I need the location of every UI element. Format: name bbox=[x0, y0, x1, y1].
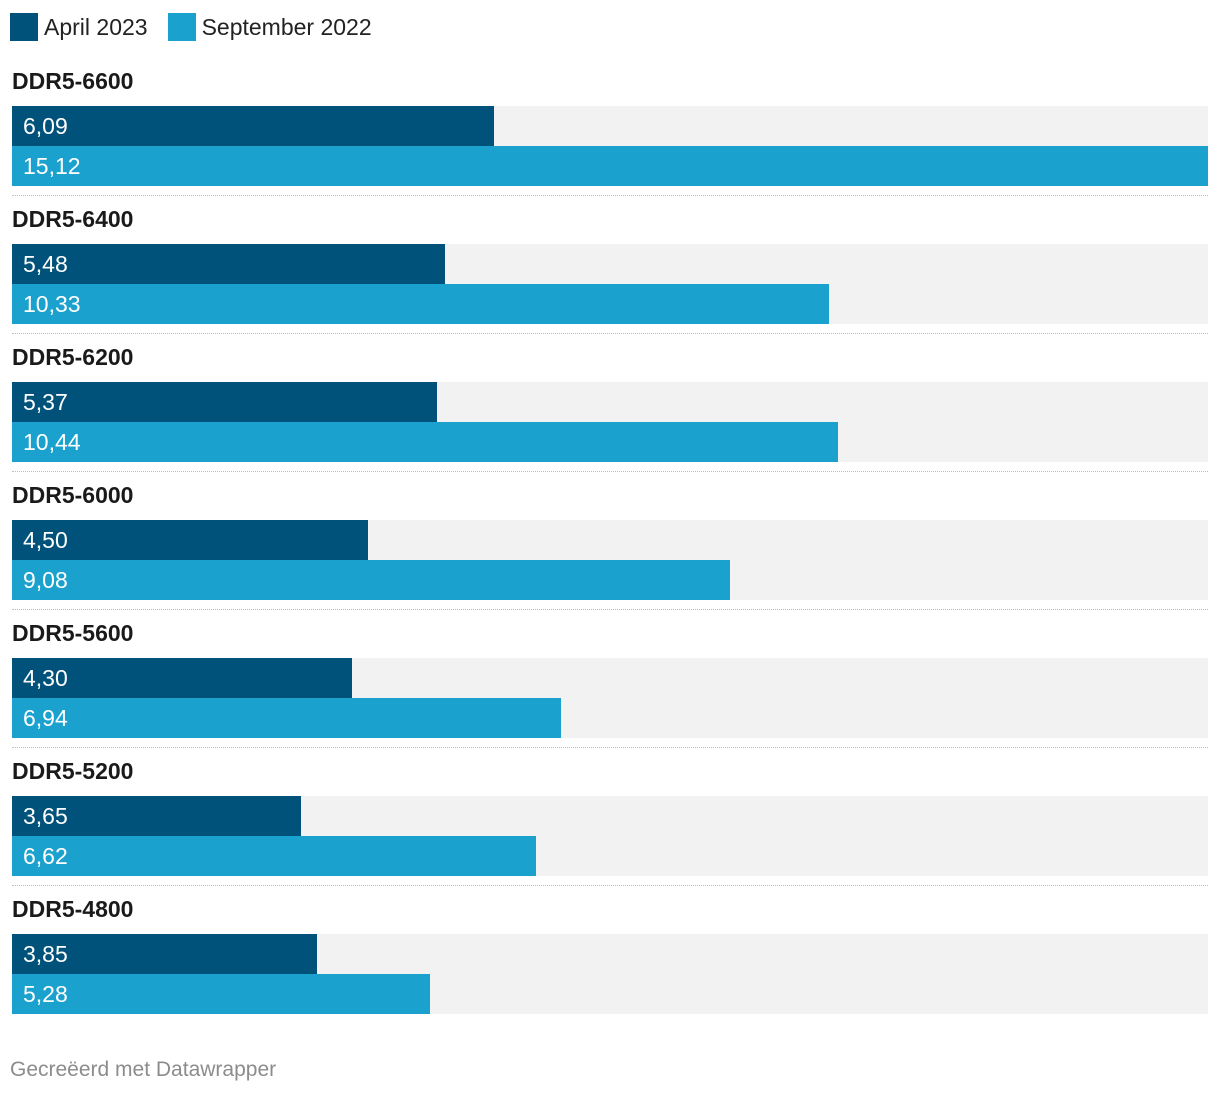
bar-value-label: 5,37 bbox=[23, 389, 68, 415]
group-separator bbox=[12, 195, 1208, 196]
legend-label-april-2023: April 2023 bbox=[44, 13, 148, 40]
category-label: DDR5-6600 bbox=[12, 68, 134, 94]
category-label: DDR5-4800 bbox=[12, 896, 134, 922]
category-group-ddr5-5200: DDR5-5200 3,65 6,62 bbox=[12, 752, 1208, 890]
bar-september-2022-ddr5-6600 bbox=[12, 146, 1208, 186]
bar-value-label: 6,94 bbox=[23, 705, 68, 731]
category-label: DDR5-5600 bbox=[12, 620, 134, 646]
bar-value-label: 6,09 bbox=[23, 113, 68, 139]
bar-april-2023-ddr5-6000 bbox=[12, 520, 368, 560]
bar-track: 3,85 5,28 bbox=[12, 934, 1208, 1014]
bar-value-label: 3,65 bbox=[23, 803, 68, 829]
legend-item-april-2023: April 2023 bbox=[10, 13, 148, 41]
category-group-ddr5-5600: DDR5-5600 4,30 6,94 bbox=[12, 614, 1208, 752]
bar-value-label: 6,62 bbox=[23, 843, 68, 869]
bar-track: 4,50 9,08 bbox=[12, 520, 1208, 600]
bar-track: 5,37 10,44 bbox=[12, 382, 1208, 462]
bar-april-2023-ddr5-5600 bbox=[12, 658, 352, 698]
category-group-ddr5-4800: DDR5-4800 3,85 5,28 bbox=[12, 890, 1208, 1028]
category-group-ddr5-6000: DDR5-6000 4,50 9,08 bbox=[12, 476, 1208, 614]
category-label: DDR5-5200 bbox=[12, 758, 134, 784]
category-group-ddr5-6400: DDR5-6400 5,48 10,33 bbox=[12, 200, 1208, 338]
bar-september-2022-ddr5-6000 bbox=[12, 560, 730, 600]
bar-value-label: 9,08 bbox=[23, 567, 68, 593]
bar-april-2023-ddr5-6400 bbox=[12, 244, 445, 284]
bar-september-2022-ddr5-6200 bbox=[12, 422, 838, 462]
category-group-ddr5-6600: DDR5-6600 6,09 15,12 bbox=[12, 62, 1208, 200]
legend-item-september-2022: September 2022 bbox=[167, 13, 372, 41]
group-separator bbox=[12, 885, 1208, 886]
bar-track: 3,65 6,62 bbox=[12, 796, 1208, 876]
legend-label-september-2022: September 2022 bbox=[201, 13, 372, 40]
group-separator bbox=[12, 333, 1208, 334]
bar-value-label: 5,48 bbox=[23, 251, 68, 277]
group-separator bbox=[12, 471, 1208, 472]
bar-september-2022-ddr5-5600 bbox=[12, 698, 561, 738]
footer-credit: Gecreëerd met Datawrapper bbox=[10, 1058, 277, 1081]
bar-track: 6,09 15,12 bbox=[12, 106, 1208, 186]
category-label: DDR5-6400 bbox=[12, 206, 134, 232]
bar-track: 4,30 6,94 bbox=[12, 658, 1208, 738]
group-separator bbox=[12, 747, 1208, 748]
bar-value-label: 4,30 bbox=[23, 665, 68, 691]
bar-value-label: 10,44 bbox=[23, 429, 81, 455]
legend: April 2023 September 2022 bbox=[10, 12, 392, 42]
bar-april-2023-ddr5-6600 bbox=[12, 106, 494, 146]
bar-chart: DDR5-6600 6,09 15,12 DDR5-6400 5,48 10,33 DDR5… bbox=[12, 62, 1208, 1028]
bar-april-2023-ddr5-6200 bbox=[12, 382, 437, 422]
bar-value-label: 4,50 bbox=[23, 527, 68, 553]
bar-value-label: 10,33 bbox=[23, 291, 81, 317]
bar-april-2023-ddr5-4800 bbox=[12, 934, 317, 974]
category-group-ddr5-6200: DDR5-6200 5,37 10,44 bbox=[12, 338, 1208, 476]
bar-september-2022-ddr5-6400 bbox=[12, 284, 829, 324]
legend-swatch-april-2023 bbox=[10, 13, 38, 41]
bar-track: 5,48 10,33 bbox=[12, 244, 1208, 324]
bar-april-2023-ddr5-5200 bbox=[12, 796, 301, 836]
bar-september-2022-ddr5-4800 bbox=[12, 974, 430, 1014]
bar-september-2022-ddr5-5200 bbox=[12, 836, 536, 876]
bar-value-label: 15,12 bbox=[23, 153, 81, 179]
bar-value-label: 5,28 bbox=[23, 981, 68, 1007]
bar-value-label: 3,85 bbox=[23, 941, 68, 967]
category-label: DDR5-6200 bbox=[12, 344, 134, 370]
group-separator bbox=[12, 609, 1208, 610]
category-label: DDR5-6000 bbox=[12, 482, 134, 508]
legend-swatch-september-2022 bbox=[167, 13, 196, 41]
